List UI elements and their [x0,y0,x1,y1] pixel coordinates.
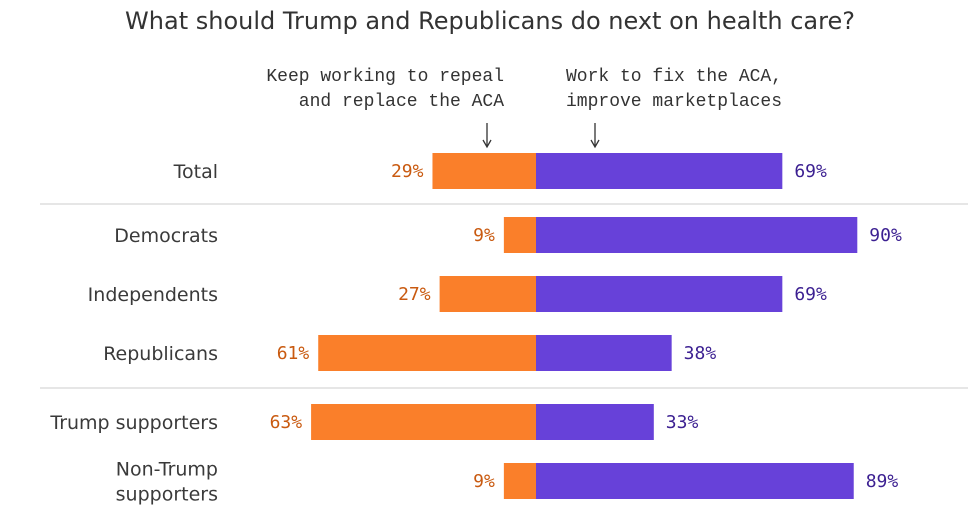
annotation-right-arrow [590,123,600,149]
annotation-left-line-2: and replace the ACA [299,92,504,112]
dividers [40,203,968,389]
category-label-0: Total [173,161,218,183]
annotation-left-arrow [482,123,492,149]
value-label-repeal-3: 61% [277,343,310,364]
value-label-repeal-5: 9% [473,471,495,492]
category-label-5-line-1: Non-Trump [116,459,218,481]
bars [311,153,858,499]
value-label-fix-5: 89% [866,471,899,492]
bar-fix-0 [536,153,783,189]
bar-fix-3 [536,335,672,371]
value-label-fix-2: 69% [794,284,827,305]
chart-title: What should Trump and Republicans do nex… [125,7,855,35]
bar-fix-2 [536,276,783,312]
bar-repeal-4 [311,404,536,440]
category-label-2: Independents [88,284,218,306]
value-label-fix-0: 69% [794,161,827,182]
value-label-repeal-0: 29% [391,161,424,182]
annotation-left-line-1: Keep working to repeal [266,67,504,87]
bar-repeal-1 [503,217,536,253]
bar-fix-4 [536,404,654,440]
value-label-fix-1: 90% [869,225,902,246]
annotation-right-line-1: Work to fix the ACA, [566,67,782,87]
bar-repeal-3 [318,335,536,371]
value-label-fix-4: 33% [666,412,699,433]
annotations: Keep working to repeal and replace the AC… [266,67,782,149]
value-label-repeal-4: 63% [270,412,303,433]
value-label-fix-3: 38% [684,343,717,364]
bar-repeal-0 [432,153,536,189]
bar-fix-5 [536,463,854,499]
labels: 29% 69% Total 9% 90% Democrats 27% 69% Independe… [49,161,902,506]
category-label-4: Trump supporters [49,412,218,434]
annotation-right-line-2: improve marketplaces [566,92,782,112]
category-label-1: Democrats [114,225,218,247]
category-label-3: Republicans [103,343,218,365]
bar-repeal-5 [503,463,536,499]
bar-repeal-2 [439,276,536,312]
value-label-repeal-2: 27% [398,284,431,305]
bar-fix-1 [536,217,858,253]
value-label-repeal-1: 9% [473,225,495,246]
category-label-5-line-2: supporters [116,484,218,506]
